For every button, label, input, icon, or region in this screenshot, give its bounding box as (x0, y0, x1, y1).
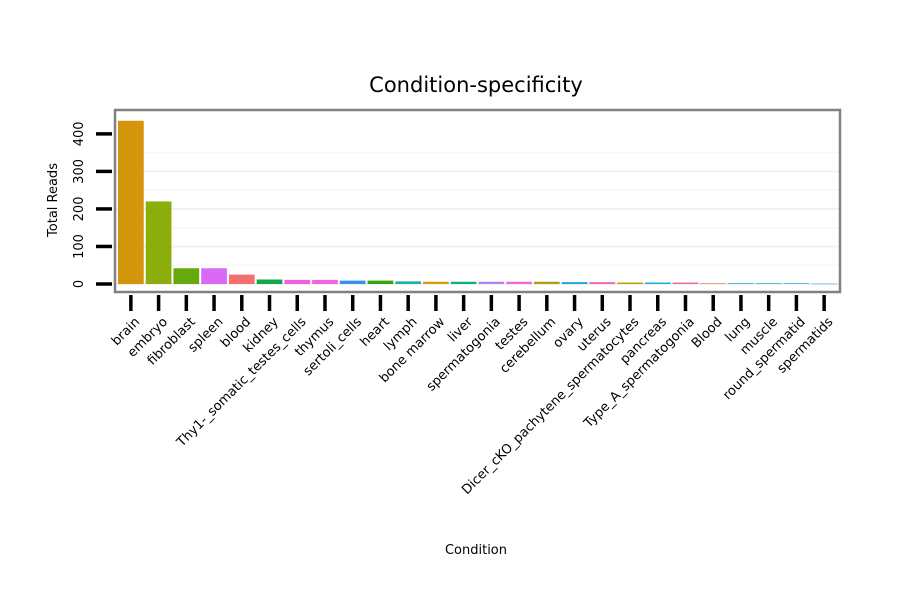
bar-liver (450, 281, 477, 284)
bar-blood (700, 283, 727, 284)
bar-series (118, 120, 837, 285)
bar-thymus (312, 279, 338, 284)
bar-kidney (256, 279, 283, 284)
y-tick-label: 100 (72, 234, 87, 259)
bar-type-a-spermatogonia (672, 282, 699, 284)
bar-thy1-somatic-testes-cells (284, 279, 311, 284)
plot-frame (113, 108, 842, 294)
x-axis-label: Condition (445, 543, 507, 558)
y-tick-label: 400 (72, 121, 87, 146)
bar-lymph (395, 281, 422, 284)
bar-spleen (201, 268, 227, 284)
y-axis-label: Total Reads (46, 163, 61, 238)
bar-cerebellum (533, 281, 560, 284)
bar-spermatogonia (478, 281, 505, 284)
y-tick-label: 300 (72, 159, 87, 184)
bar-spermatids (811, 283, 837, 285)
y-axis: 0 100 200 300 400 (72, 121, 112, 288)
bar-bone-marrow (423, 281, 449, 284)
bar-sertoli-cells (339, 280, 366, 284)
chart-title: Condition-specificity (369, 73, 583, 97)
y-tick-label: 0 (72, 280, 87, 288)
bar-dicer-cko-pachytene-spermatocytes (617, 282, 643, 284)
y-tick-label: 200 (72, 197, 87, 222)
bar-testes (506, 281, 532, 284)
bar-lung (728, 283, 754, 284)
bar-embryo (145, 201, 172, 284)
bar-pancreas (644, 282, 671, 284)
bar-uterus (589, 282, 616, 284)
bar-ovary (561, 282, 588, 284)
bar-blood (228, 274, 255, 284)
bar-muscle (755, 283, 782, 284)
bar-brain (118, 120, 144, 284)
bar-round-spermatid (783, 283, 810, 284)
bar-heart (367, 280, 394, 284)
bar-fibroblast (173, 268, 200, 284)
